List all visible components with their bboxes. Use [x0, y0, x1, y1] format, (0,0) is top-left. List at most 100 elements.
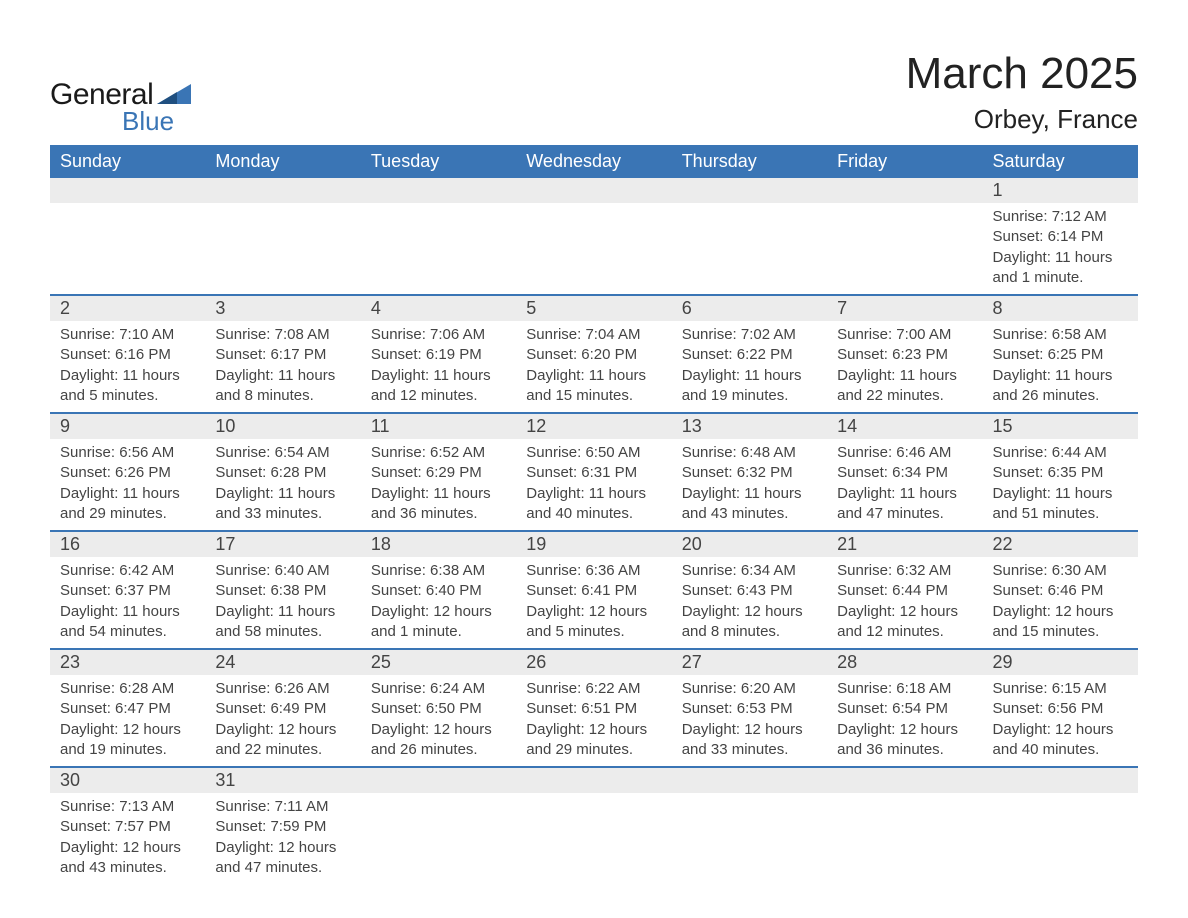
day-details: Sunrise: 7:08 AMSunset: 6:17 PMDaylight:…	[205, 321, 360, 412]
day-cell-num: 20	[672, 531, 827, 557]
day-cell-body	[205, 203, 360, 295]
day-number: 20	[672, 532, 827, 557]
daylight-text: Daylight: 11 hours and 36 minutes.	[371, 484, 506, 525]
day-cell-body: Sunrise: 7:04 AMSunset: 6:20 PMDaylight:…	[516, 321, 671, 413]
day-cell-body: Sunrise: 6:44 AMSunset: 6:35 PMDaylight:…	[983, 439, 1138, 531]
day-header: Tuesday	[361, 145, 516, 178]
sunset-text: Sunset: 6:26 PM	[60, 463, 195, 483]
day-details: Sunrise: 6:50 AMSunset: 6:31 PMDaylight:…	[516, 439, 671, 530]
sunrise-text: Sunrise: 6:42 AM	[60, 561, 195, 581]
day-details: Sunrise: 6:18 AMSunset: 6:54 PMDaylight:…	[827, 675, 982, 766]
sunrise-text: Sunrise: 6:24 AM	[371, 679, 506, 699]
day-cell-num: 4	[361, 295, 516, 321]
daylight-text: Daylight: 12 hours and 40 minutes.	[993, 720, 1128, 761]
day-cell-body	[983, 793, 1138, 884]
day-number: 15	[983, 414, 1138, 439]
sunrise-text: Sunrise: 7:06 AM	[371, 325, 506, 345]
day-number: 12	[516, 414, 671, 439]
day-cell-num: 16	[50, 531, 205, 557]
sunset-text: Sunset: 6:51 PM	[526, 699, 661, 719]
daylight-text: Daylight: 12 hours and 5 minutes.	[526, 602, 661, 643]
sunset-text: Sunset: 6:43 PM	[682, 581, 817, 601]
sunset-text: Sunset: 6:16 PM	[60, 345, 195, 365]
day-cell-num	[516, 767, 671, 793]
week-body-row: Sunrise: 6:28 AMSunset: 6:47 PMDaylight:…	[50, 675, 1138, 767]
day-cell-num	[827, 178, 982, 203]
day-details: Sunrise: 7:00 AMSunset: 6:23 PMDaylight:…	[827, 321, 982, 412]
day-details: Sunrise: 6:30 AMSunset: 6:46 PMDaylight:…	[983, 557, 1138, 648]
day-cell-body: Sunrise: 6:46 AMSunset: 6:34 PMDaylight:…	[827, 439, 982, 531]
sunrise-text: Sunrise: 6:34 AM	[682, 561, 817, 581]
day-details: Sunrise: 6:32 AMSunset: 6:44 PMDaylight:…	[827, 557, 982, 648]
day-cell-num: 24	[205, 649, 360, 675]
daylight-text: Daylight: 11 hours and 26 minutes.	[993, 366, 1128, 407]
day-cell-num: 23	[50, 649, 205, 675]
daylight-text: Daylight: 11 hours and 15 minutes.	[526, 366, 661, 407]
sunset-text: Sunset: 6:56 PM	[993, 699, 1128, 719]
sunrise-text: Sunrise: 7:11 AM	[215, 797, 350, 817]
sunrise-text: Sunrise: 6:28 AM	[60, 679, 195, 699]
sunrise-text: Sunrise: 6:32 AM	[837, 561, 972, 581]
day-cell-body: Sunrise: 6:20 AMSunset: 6:53 PMDaylight:…	[672, 675, 827, 767]
day-cell-num: 15	[983, 413, 1138, 439]
day-details: Sunrise: 6:42 AMSunset: 6:37 PMDaylight:…	[50, 557, 205, 648]
day-cell-num: 28	[827, 649, 982, 675]
daylight-text: Daylight: 11 hours and 8 minutes.	[215, 366, 350, 407]
daylight-text: Daylight: 11 hours and 51 minutes.	[993, 484, 1128, 525]
sunrise-text: Sunrise: 6:54 AM	[215, 443, 350, 463]
week-body-row: Sunrise: 6:42 AMSunset: 6:37 PMDaylight:…	[50, 557, 1138, 649]
sunrise-text: Sunrise: 7:10 AM	[60, 325, 195, 345]
sunset-text: Sunset: 7:57 PM	[60, 817, 195, 837]
daylight-text: Daylight: 11 hours and 58 minutes.	[215, 602, 350, 643]
sunset-text: Sunset: 6:53 PM	[682, 699, 817, 719]
day-cell-body: Sunrise: 6:40 AMSunset: 6:38 PMDaylight:…	[205, 557, 360, 649]
daylight-text: Daylight: 11 hours and 40 minutes.	[526, 484, 661, 525]
day-number: 10	[205, 414, 360, 439]
day-number: 27	[672, 650, 827, 675]
day-cell-num: 18	[361, 531, 516, 557]
day-cell-num: 27	[672, 649, 827, 675]
day-cell-body: Sunrise: 6:50 AMSunset: 6:31 PMDaylight:…	[516, 439, 671, 531]
day-cell-num: 30	[50, 767, 205, 793]
page-title: March 2025	[906, 50, 1138, 98]
sunrise-text: Sunrise: 7:13 AM	[60, 797, 195, 817]
day-number: 18	[361, 532, 516, 557]
day-cell-body	[516, 793, 671, 884]
daylight-text: Daylight: 12 hours and 22 minutes.	[215, 720, 350, 761]
day-cell-body: Sunrise: 7:13 AMSunset: 7:57 PMDaylight:…	[50, 793, 205, 884]
daylight-text: Daylight: 12 hours and 36 minutes.	[837, 720, 972, 761]
day-cell-body	[50, 203, 205, 295]
week-daynum-row: 16171819202122	[50, 531, 1138, 557]
day-cell-num: 25	[361, 649, 516, 675]
day-cell-num	[361, 767, 516, 793]
day-cell-body: Sunrise: 6:48 AMSunset: 6:32 PMDaylight:…	[672, 439, 827, 531]
day-number: 28	[827, 650, 982, 675]
day-number: 1	[983, 178, 1138, 203]
daylight-text: Daylight: 12 hours and 19 minutes.	[60, 720, 195, 761]
sunset-text: Sunset: 6:40 PM	[371, 581, 506, 601]
calendar-body: 1Sunrise: 7:12 AMSunset: 6:14 PMDaylight…	[50, 178, 1138, 884]
day-cell-num: 31	[205, 767, 360, 793]
week-body-row: Sunrise: 6:56 AMSunset: 6:26 PM Daylight:…	[50, 439, 1138, 531]
day-number: 30	[50, 768, 205, 793]
sunset-text: Sunset: 6:17 PM	[215, 345, 350, 365]
day-details: Sunrise: 6:48 AMSunset: 6:32 PMDaylight:…	[672, 439, 827, 530]
day-cell-num	[672, 178, 827, 203]
day-cell-num: 7	[827, 295, 982, 321]
day-number: 17	[205, 532, 360, 557]
day-details: Sunrise: 6:56 AMSunset: 6:26 PMDaylight:…	[50, 439, 205, 530]
page-header: General Blue March 2025 Orbey, France	[50, 50, 1138, 137]
day-cell-body: Sunrise: 7:06 AMSunset: 6:19 PMDaylight:…	[361, 321, 516, 413]
day-details: Sunrise: 6:28 AMSunset: 6:47 PMDaylight:…	[50, 675, 205, 766]
day-details: Sunrise: 7:13 AMSunset: 7:57 PMDaylight:…	[50, 793, 205, 884]
sunrise-text: Sunrise: 6:38 AM	[371, 561, 506, 581]
day-details: Sunrise: 6:36 AMSunset: 6:41 PMDaylight:…	[516, 557, 671, 648]
sunrise-text: Sunrise: 6:30 AM	[993, 561, 1128, 581]
sunrise-text: Sunrise: 6:46 AM	[837, 443, 972, 463]
day-cell-num	[205, 178, 360, 203]
sunset-text: Sunset: 6:22 PM	[682, 345, 817, 365]
logo-text-blue: Blue	[122, 106, 174, 137]
day-cell-num: 9	[50, 413, 205, 439]
daylight-text: Daylight: 12 hours and 47 minutes.	[215, 838, 350, 879]
sunrise-text: Sunrise: 6:56 AM	[60, 443, 195, 463]
